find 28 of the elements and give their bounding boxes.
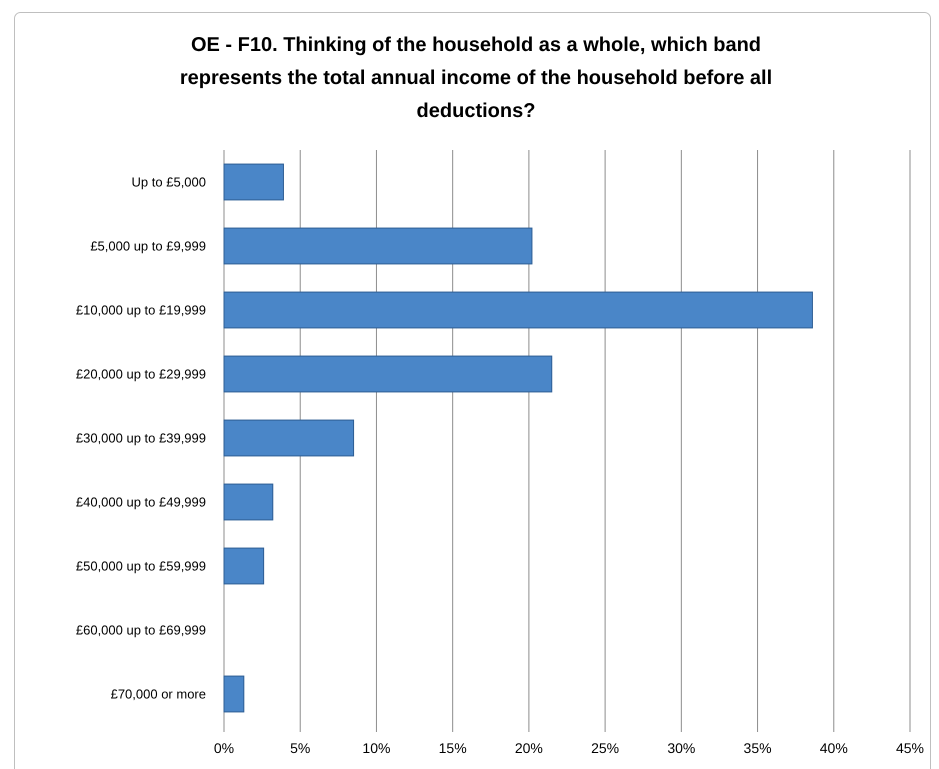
x-tick-label: 45%: [896, 740, 924, 756]
bar: [224, 228, 532, 264]
chart-title: OE - F10. Thinking of the household as a whole, which band represents the total annual income of the household before all deductions?: [180, 34, 772, 122]
x-tick-label: 5%: [290, 740, 310, 756]
x-tick-label: 15%: [438, 740, 467, 756]
y-tick-label: £50,000 up to £59,999: [76, 558, 206, 574]
x-tick-label: 30%: [667, 740, 696, 756]
bar: [224, 420, 354, 456]
x-tick-label: 20%: [514, 740, 543, 756]
y-tick-label: £5,000 up to £9,999: [90, 238, 206, 254]
y-tick-label: £70,000 or more: [110, 686, 206, 702]
x-tick-label: 10%: [362, 740, 390, 756]
x-tick-label: 0%: [214, 740, 234, 756]
y-tick-label: £10,000 up to £19,999: [76, 302, 206, 318]
x-tick-label: 40%: [820, 740, 848, 756]
bar: [224, 164, 284, 200]
bar: [224, 292, 813, 328]
y-tick-label: Up to £5,000: [132, 174, 206, 190]
bar: [224, 676, 244, 712]
x-tick-label: 35%: [744, 740, 772, 756]
y-tick-label: £20,000 up to £29,999: [76, 366, 206, 382]
x-tick-label: 25%: [591, 740, 620, 756]
y-tick-label: £30,000 up to £39,999: [76, 430, 206, 446]
y-tick-label: £60,000 up to £69,999: [76, 622, 206, 638]
bar: [224, 356, 552, 392]
y-tick-label: £40,000 up to £49,999: [76, 494, 206, 510]
bar: [224, 548, 264, 584]
bar: [224, 484, 274, 520]
